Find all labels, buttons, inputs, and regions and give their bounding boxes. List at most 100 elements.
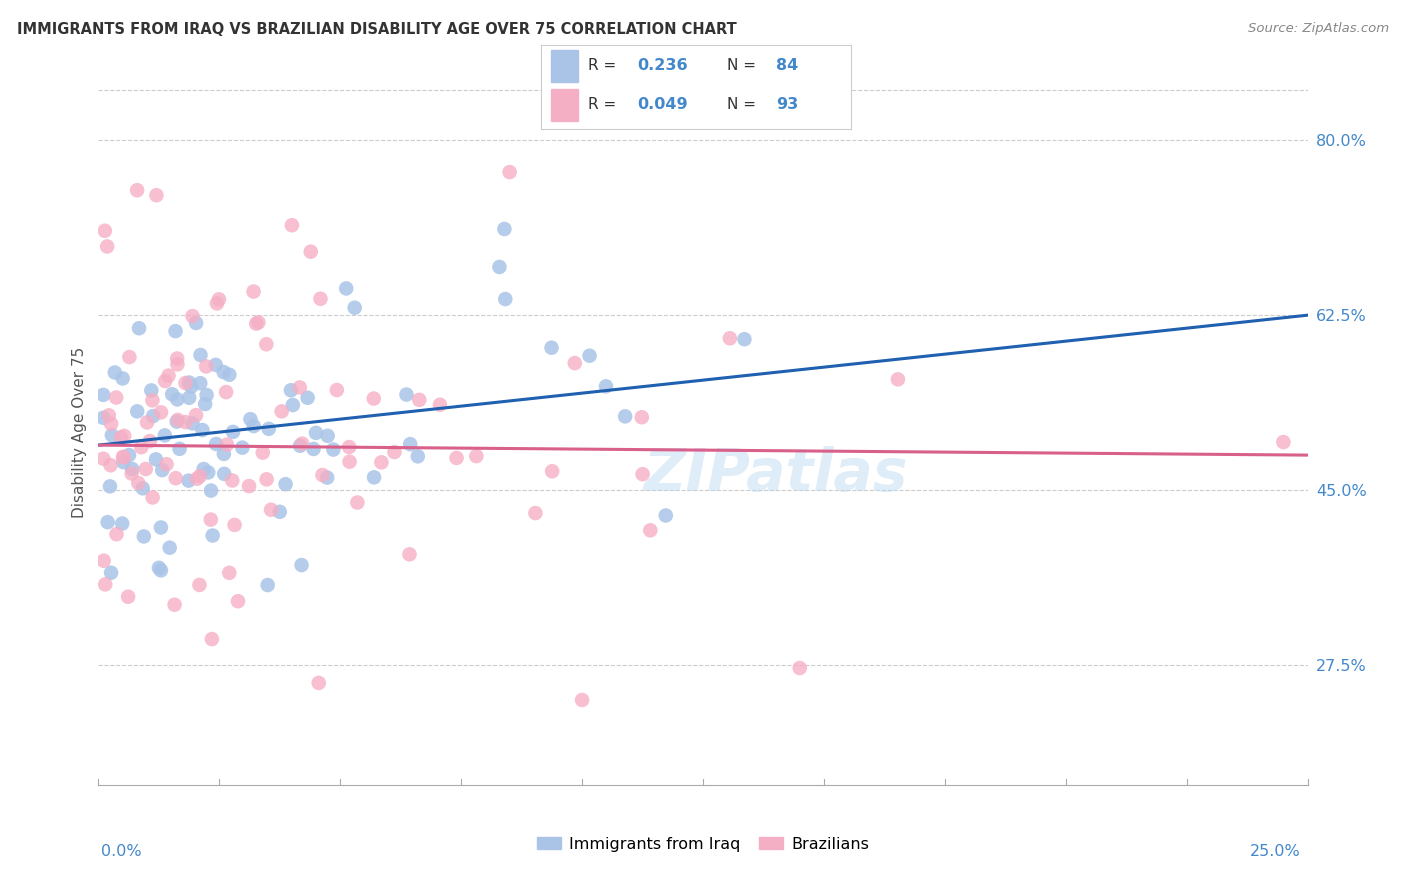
Point (399, 437, 422, 451)
Point (212, 467, 235, 481)
Point (100, 417, 122, 431)
Point (184, 316, 207, 330)
Point (316, 429, 339, 443)
Point (408, 392, 430, 407)
Point (166, 351, 188, 366)
Point (180, 379, 202, 393)
Text: R =: R = (588, 58, 621, 73)
Point (184, 408, 207, 422)
Point (179, 391, 201, 405)
Point (94, 577, 117, 591)
Text: ZIPatlas: ZIPatlas (644, 446, 908, 503)
Point (256, 472, 278, 486)
Point (309, 292, 332, 306)
Point (149, 520, 172, 534)
Point (201, 632, 224, 646)
Point (221, 474, 243, 488)
Point (141, 393, 163, 408)
Point (169, 442, 191, 456)
Point (322, 442, 344, 457)
Point (197, 466, 219, 480)
Point (595, 379, 617, 393)
Point (166, 392, 188, 407)
Point (541, 464, 564, 478)
Point (112, 455, 135, 469)
Point (188, 469, 211, 483)
Point (167, 413, 190, 427)
Point (132, 529, 155, 543)
Point (105, 527, 128, 541)
Text: R =: R = (588, 97, 621, 112)
Point (101, 428, 124, 442)
Point (97, 409, 120, 423)
Point (111, 450, 134, 464)
Point (465, 449, 488, 463)
Text: 0.0%: 0.0% (101, 845, 142, 859)
Point (97, 515, 120, 529)
Point (395, 387, 418, 401)
Point (488, 260, 510, 274)
Point (887, 372, 910, 386)
Point (280, 384, 302, 398)
Point (188, 578, 211, 592)
Point (297, 391, 319, 405)
Point (128, 321, 150, 335)
Point (260, 502, 283, 516)
Point (398, 547, 420, 561)
Point (252, 445, 274, 459)
Point (308, 676, 330, 690)
Point (498, 165, 520, 179)
Point (302, 442, 325, 456)
Point (564, 356, 586, 370)
Point (181, 417, 204, 431)
Point (127, 404, 149, 418)
Point (150, 405, 173, 419)
Point (153, 374, 176, 388)
Text: N =: N = (727, 97, 761, 112)
Point (1272, 435, 1295, 450)
Point (91, 388, 114, 402)
Point (205, 296, 228, 310)
Point (118, 350, 141, 364)
Point (200, 483, 222, 498)
Point (245, 317, 267, 331)
Point (91, 451, 114, 466)
Point (141, 384, 163, 398)
Point (193, 462, 215, 476)
Point (718, 331, 741, 345)
Text: N =: N = (727, 58, 761, 73)
Point (179, 376, 201, 390)
Y-axis label: Disability Age Over 75: Disability Age Over 75 (72, 347, 87, 518)
Point (136, 416, 159, 430)
Point (153, 428, 176, 442)
Point (145, 188, 167, 202)
Point (110, 430, 132, 444)
Text: 84: 84 (776, 58, 799, 73)
Point (326, 383, 349, 397)
Point (288, 439, 311, 453)
Point (139, 434, 162, 448)
Point (117, 590, 139, 604)
Point (290, 558, 312, 572)
Point (127, 476, 149, 491)
Point (540, 341, 562, 355)
Point (212, 365, 235, 379)
Point (231, 441, 253, 455)
Point (148, 561, 170, 575)
Point (121, 467, 143, 481)
Point (370, 455, 392, 469)
Point (346, 495, 368, 509)
Point (247, 315, 270, 329)
Point (177, 474, 200, 488)
Point (181, 309, 204, 323)
Point (149, 563, 172, 577)
Point (135, 462, 157, 476)
Point (363, 470, 385, 484)
Point (111, 516, 134, 531)
Point (339, 455, 361, 469)
Point (118, 448, 141, 462)
Point (165, 324, 187, 338)
Point (257, 422, 280, 436)
Point (226, 594, 249, 608)
Point (274, 477, 297, 491)
